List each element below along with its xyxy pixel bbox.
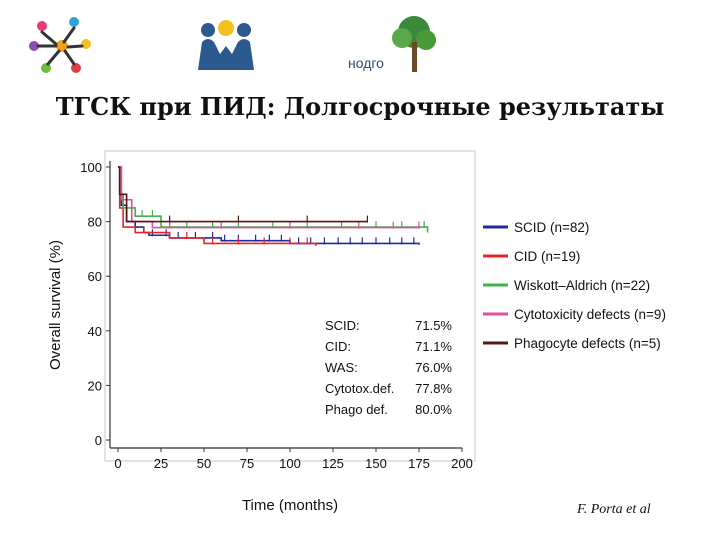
annotation-label: SCID: — [325, 318, 360, 333]
page-title: ТГСК при ПИД: Долгосрочные результаты — [55, 92, 665, 121]
series-line-1 — [118, 166, 317, 246]
x-tick-label: 100 — [279, 456, 301, 471]
annotation-label: Cytotox.def. — [325, 381, 394, 396]
y-tick-label: 40 — [88, 324, 102, 339]
annotation-value: 80.0% — [415, 402, 452, 417]
survival-chart: Overall survival (%) Time (months) 0 20 40… — [47, 150, 666, 514]
tree-icon — [392, 16, 436, 72]
series-line-3 — [118, 166, 419, 229]
x-tick-label: 200 — [451, 456, 473, 471]
x-tick-label: 0 — [114, 456, 121, 471]
legend-entry: Phagocyte defects (n=5) — [514, 336, 661, 351]
children-circle-logo — [29, 17, 91, 73]
annotation-value: 77.8% — [415, 381, 452, 396]
legend-entry: SCID (n=82) — [514, 220, 589, 235]
legend-entry: Cytotoxicity defects (n=9) — [514, 307, 666, 322]
annotation-label: WAS: — [325, 360, 358, 375]
y-tick-label: 100 — [80, 160, 102, 175]
citation-credit: F. Porta et al — [577, 502, 651, 517]
children-circle-icon — [29, 17, 91, 73]
x-tick-label: 150 — [365, 456, 387, 471]
annotation-value: 71.1% — [415, 339, 452, 354]
children-sun-icon — [198, 20, 254, 70]
x-tick-label: 50 — [197, 456, 211, 471]
annotation-label: CID: — [325, 339, 351, 354]
legend-entry: Wiskott–Aldrich (n=22) — [514, 278, 650, 293]
y-tick-label: 60 — [88, 269, 102, 284]
annotation-value: 76.0% — [415, 360, 452, 375]
y-tick-label: 20 — [88, 378, 102, 393]
series-line-4 — [118, 166, 368, 223]
annotation-value: 71.5% — [415, 318, 452, 333]
nodgo-tree-logo: нодго — [348, 16, 436, 72]
nodgo-logo-text: нодго — [348, 55, 384, 71]
x-tick-label: 25 — [154, 456, 168, 471]
annotation-label: Phago def. — [325, 402, 388, 417]
x-tick-label: 175 — [408, 456, 430, 471]
y-tick-label: 0 — [95, 433, 102, 448]
x-axis-label: Time (months) — [242, 497, 338, 514]
x-tick-label: 125 — [322, 456, 344, 471]
x-tick-label: 75 — [240, 456, 254, 471]
legend-entry: CID (n=19) — [514, 249, 580, 264]
plot-panel — [104, 150, 476, 462]
y-axis-label: Overall survival (%) — [47, 240, 64, 370]
children-sun-logo — [198, 20, 254, 70]
y-tick-label: 80 — [88, 215, 102, 230]
